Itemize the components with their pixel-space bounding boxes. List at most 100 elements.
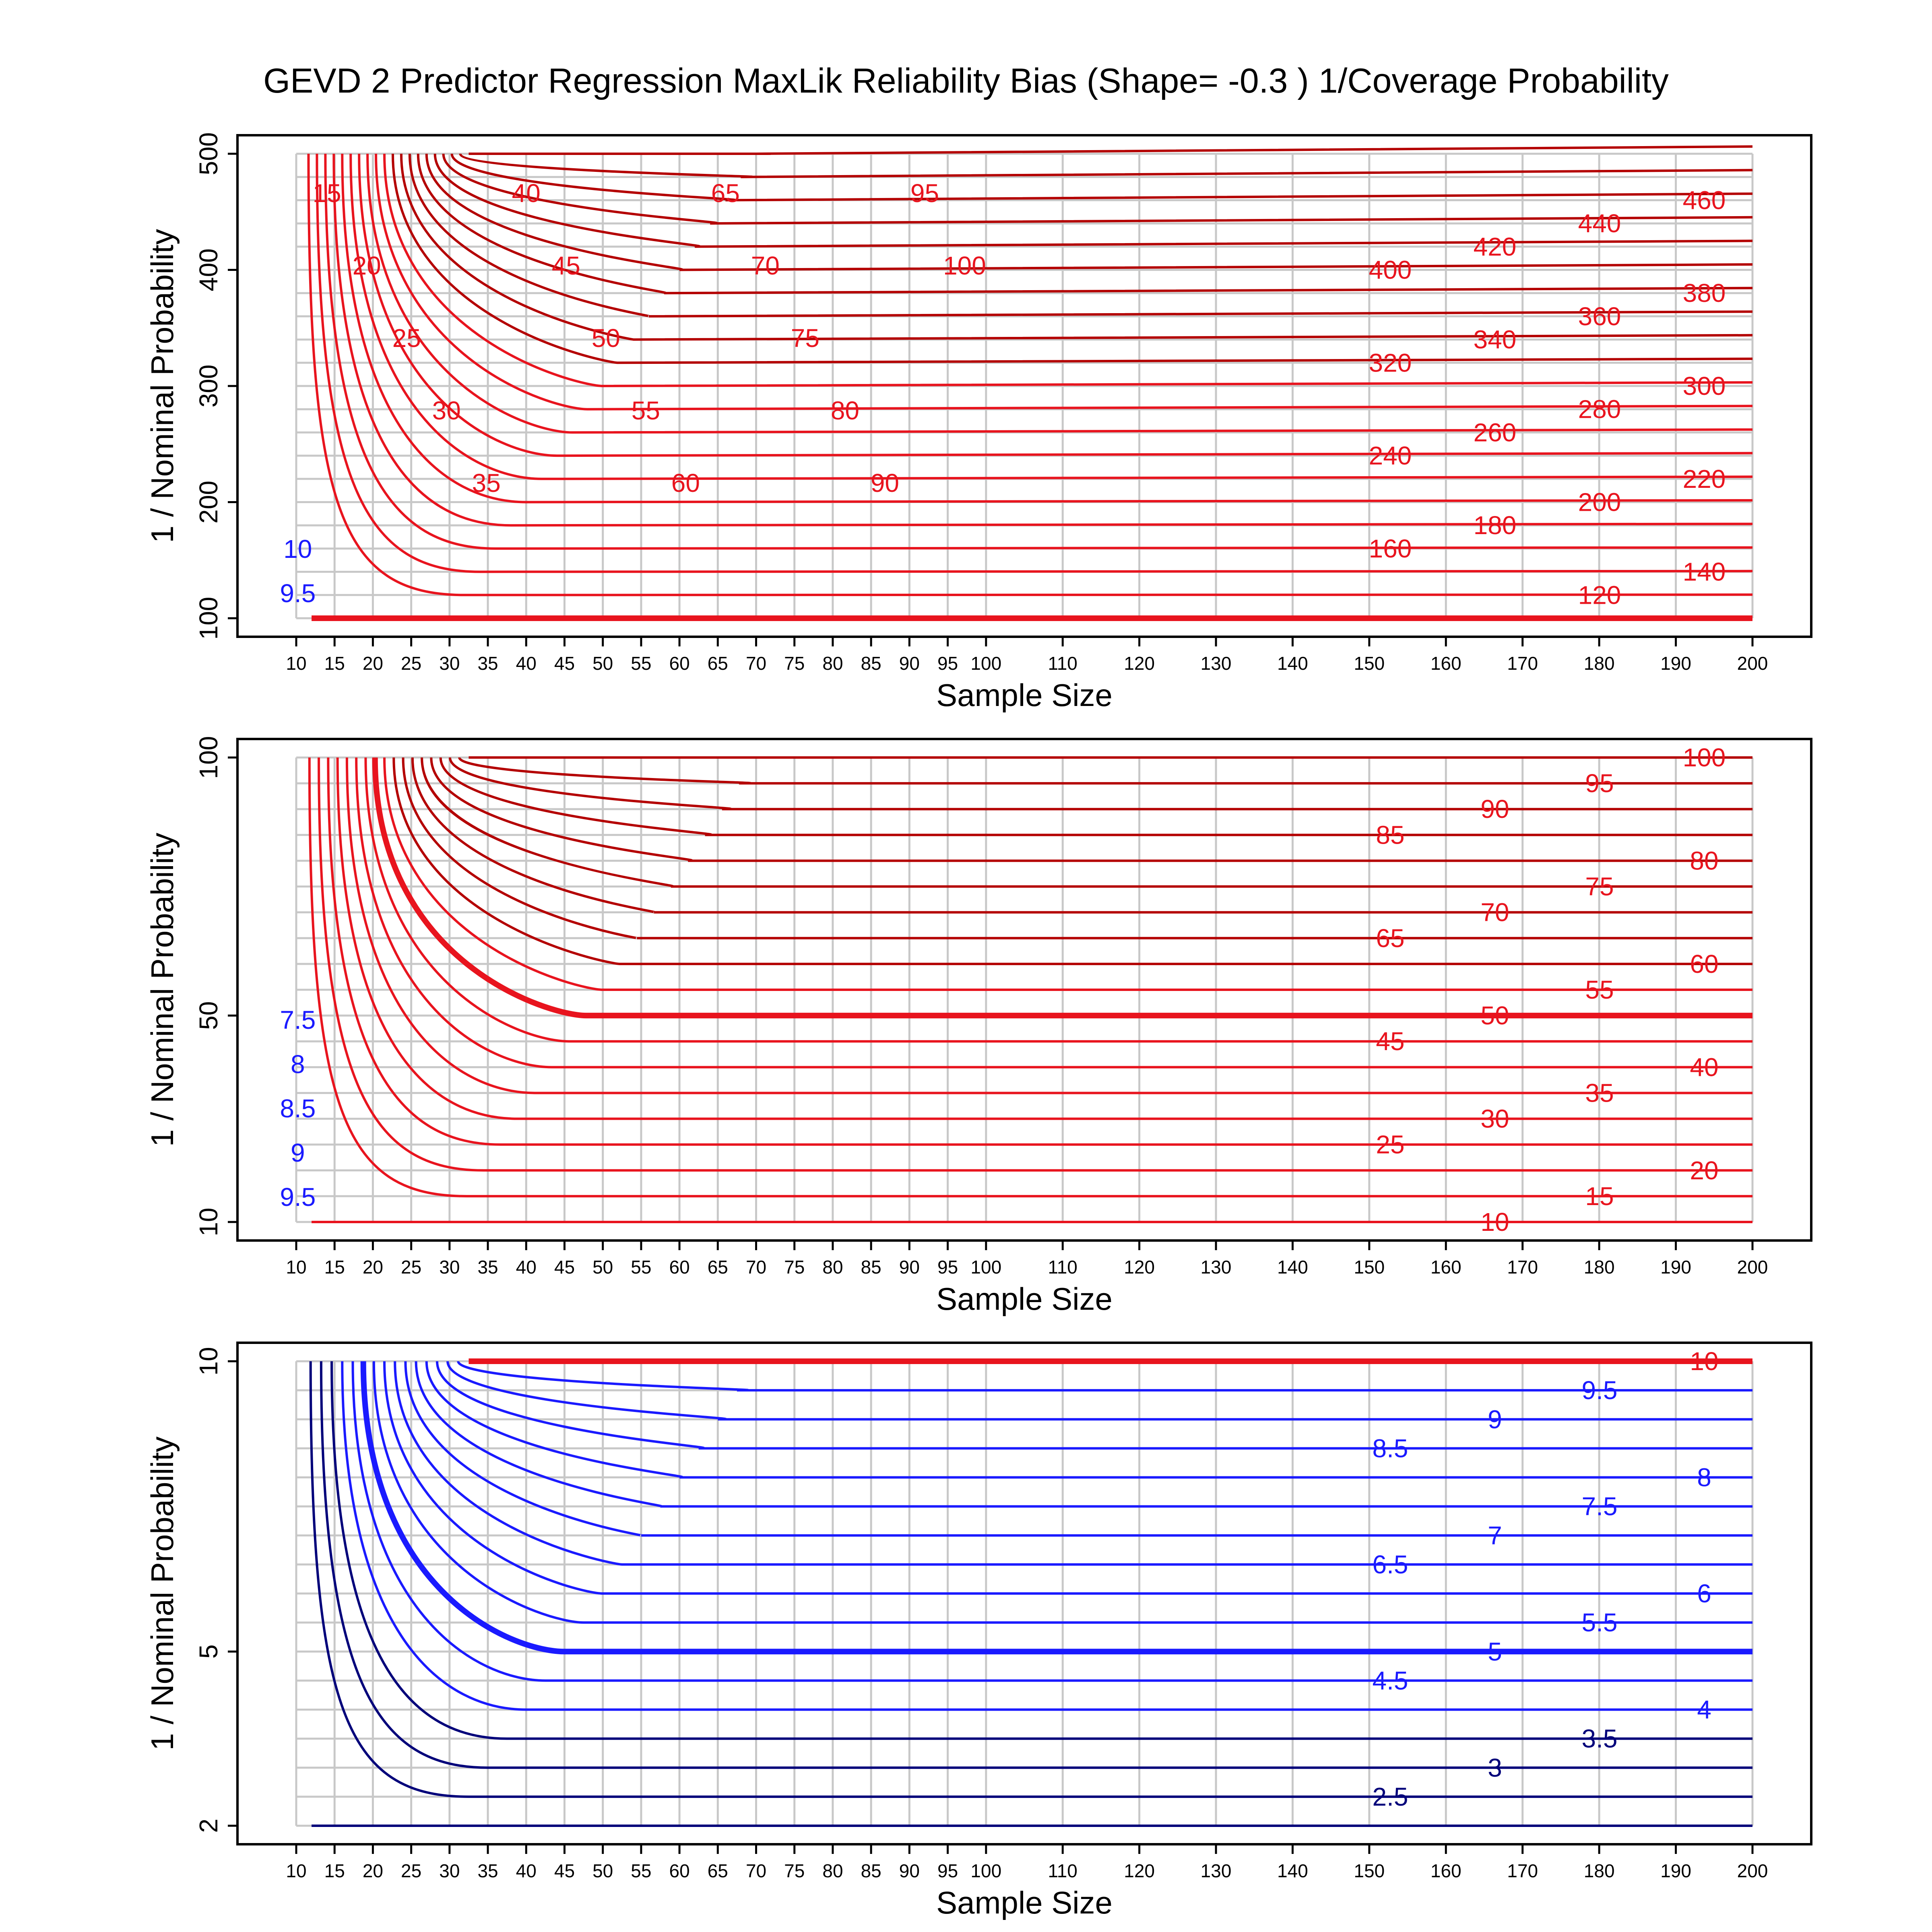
contour-line: [375, 153, 1753, 411]
contour-label: 6: [1697, 1579, 1711, 1608]
contour-label: 280: [1578, 395, 1621, 424]
contour-label: 60: [671, 469, 700, 497]
y-tick-label: 50: [194, 1001, 223, 1030]
y-tick-label: 10: [194, 1347, 223, 1375]
contour-line: [330, 1361, 1752, 1740]
contour-line: [341, 1361, 1752, 1711]
contour-label: 2.5: [1373, 1782, 1408, 1811]
x-tick-label: 30: [439, 1257, 460, 1278]
x-tick-label: 190: [1660, 653, 1691, 674]
contour-label: 300: [1683, 372, 1726, 400]
contour-label: 65: [711, 179, 740, 208]
contour-label: 20: [353, 251, 381, 280]
x-tick-label: 130: [1201, 1860, 1232, 1881]
contour-label: 35: [1585, 1078, 1614, 1107]
contour-line: [400, 153, 1753, 341]
contour-line: [307, 153, 1753, 597]
contour-label: 9.5: [1582, 1376, 1618, 1405]
x-tick-label: 110: [1048, 653, 1077, 674]
contour-label: 9.5: [280, 579, 316, 608]
contour-line: [372, 757, 1752, 1019]
x-tick-label: 90: [899, 653, 920, 674]
contour-line: [392, 757, 1752, 965]
x-tick-label: 70: [746, 1860, 766, 1881]
x-tick-label: 20: [363, 1860, 383, 1881]
x-axis-title: Sample Size: [936, 677, 1113, 713]
contour-line: [450, 153, 1753, 202]
contour-line: [332, 153, 1753, 527]
contour-label: 10: [1690, 1347, 1718, 1376]
x-tick-label: 90: [899, 1257, 920, 1278]
contour-line: [459, 153, 1753, 178]
contour-line: [383, 1361, 1752, 1595]
x-tick-label: 30: [439, 1860, 460, 1881]
contour-label: 4: [1697, 1695, 1711, 1724]
contour-label: 6.5: [1373, 1550, 1408, 1579]
x-tick-label: 160: [1430, 653, 1461, 674]
y-tick-label: 300: [194, 365, 223, 408]
x-tick-label: 25: [401, 1257, 421, 1278]
plot-frame: [236, 738, 1812, 1242]
x-tick-label: 60: [669, 1860, 690, 1881]
contour-line: [402, 757, 1752, 939]
x-tick-label: 120: [1124, 653, 1155, 674]
contour-line: [355, 757, 1752, 1069]
x-tick-label: 70: [746, 653, 766, 674]
panels-group: 4604404204003803603403203002802602402202…: [144, 132, 1812, 1920]
contour-label: 8: [291, 1050, 305, 1079]
x-tick-label: 60: [669, 653, 690, 674]
contour-line: [404, 1361, 1752, 1537]
x-tick-label: 100: [970, 1257, 1001, 1278]
contour-label: 10: [1480, 1208, 1509, 1236]
contour-label: 60: [1690, 949, 1718, 978]
contour-label: 95: [1585, 769, 1614, 798]
x-tick-label: 50: [592, 653, 613, 674]
contour-lines: [308, 756, 1752, 1223]
contour-label: 180: [1474, 511, 1517, 540]
contour-labels: 460 440 420 400 380 360 340 320 300 280 260 240 220 2…: [280, 179, 1726, 609]
contour-label: 50: [592, 324, 620, 353]
contour-line: [360, 1361, 1752, 1655]
x-tick-label: 150: [1354, 1860, 1385, 1881]
contour-label: 50: [1480, 1001, 1509, 1030]
contour-line: [364, 757, 1752, 1043]
contour-line: [425, 1361, 1752, 1479]
contour-label: 340: [1474, 325, 1517, 354]
contour-label: 10: [283, 535, 312, 564]
contour-label: 80: [831, 396, 859, 425]
x-tick-label: 40: [516, 1257, 537, 1278]
x-tick-label: 150: [1354, 1257, 1385, 1278]
contour-label: 120: [1578, 580, 1621, 609]
contour-line: [433, 153, 1753, 248]
x-tick-label: 120: [1124, 1860, 1155, 1881]
contour-label: 95: [910, 179, 939, 208]
x-tick-label: 15: [324, 1257, 345, 1278]
x-tick-label: 25: [401, 653, 421, 674]
contour-label: 380: [1683, 279, 1726, 308]
x-tick-label: 100: [970, 1860, 1001, 1881]
contour-line: [421, 757, 1752, 888]
panel-1: 460 440 420 400 380 360 340 320 300 280 260 240 220 2…: [144, 132, 1812, 713]
contour-line: [411, 757, 1752, 914]
y-tick-label: 500: [194, 132, 223, 175]
contour-label: 7: [1488, 1521, 1502, 1550]
x-axis-title: Sample Size: [936, 1885, 1113, 1920]
contour-line: [439, 757, 1752, 836]
x-tick-label: 20: [363, 653, 383, 674]
x-tick-label: 80: [822, 653, 843, 674]
y-tick-label: 200: [194, 481, 223, 524]
x-tick-label: 30: [439, 653, 460, 674]
contour-label: 3.5: [1582, 1724, 1618, 1753]
x-tick-label: 20: [363, 1257, 383, 1278]
contour-line: [358, 153, 1753, 457]
x-tick-label: 35: [477, 653, 498, 674]
x-tick-label: 55: [631, 1257, 651, 1278]
contour-label: 85: [1376, 820, 1404, 849]
contour-line: [327, 757, 1752, 1146]
y-tick-label: 5: [194, 1644, 223, 1659]
contour-label: 75: [791, 324, 819, 353]
x-tick-label: 10: [286, 1860, 306, 1881]
contour-line: [458, 757, 1752, 785]
x-axis: 10 15 20 25 30 35 40 45 50 55 60 65 70 75 80 85 90 95 100 1…: [286, 1241, 1768, 1278]
x-tick-label: 85: [861, 653, 881, 674]
